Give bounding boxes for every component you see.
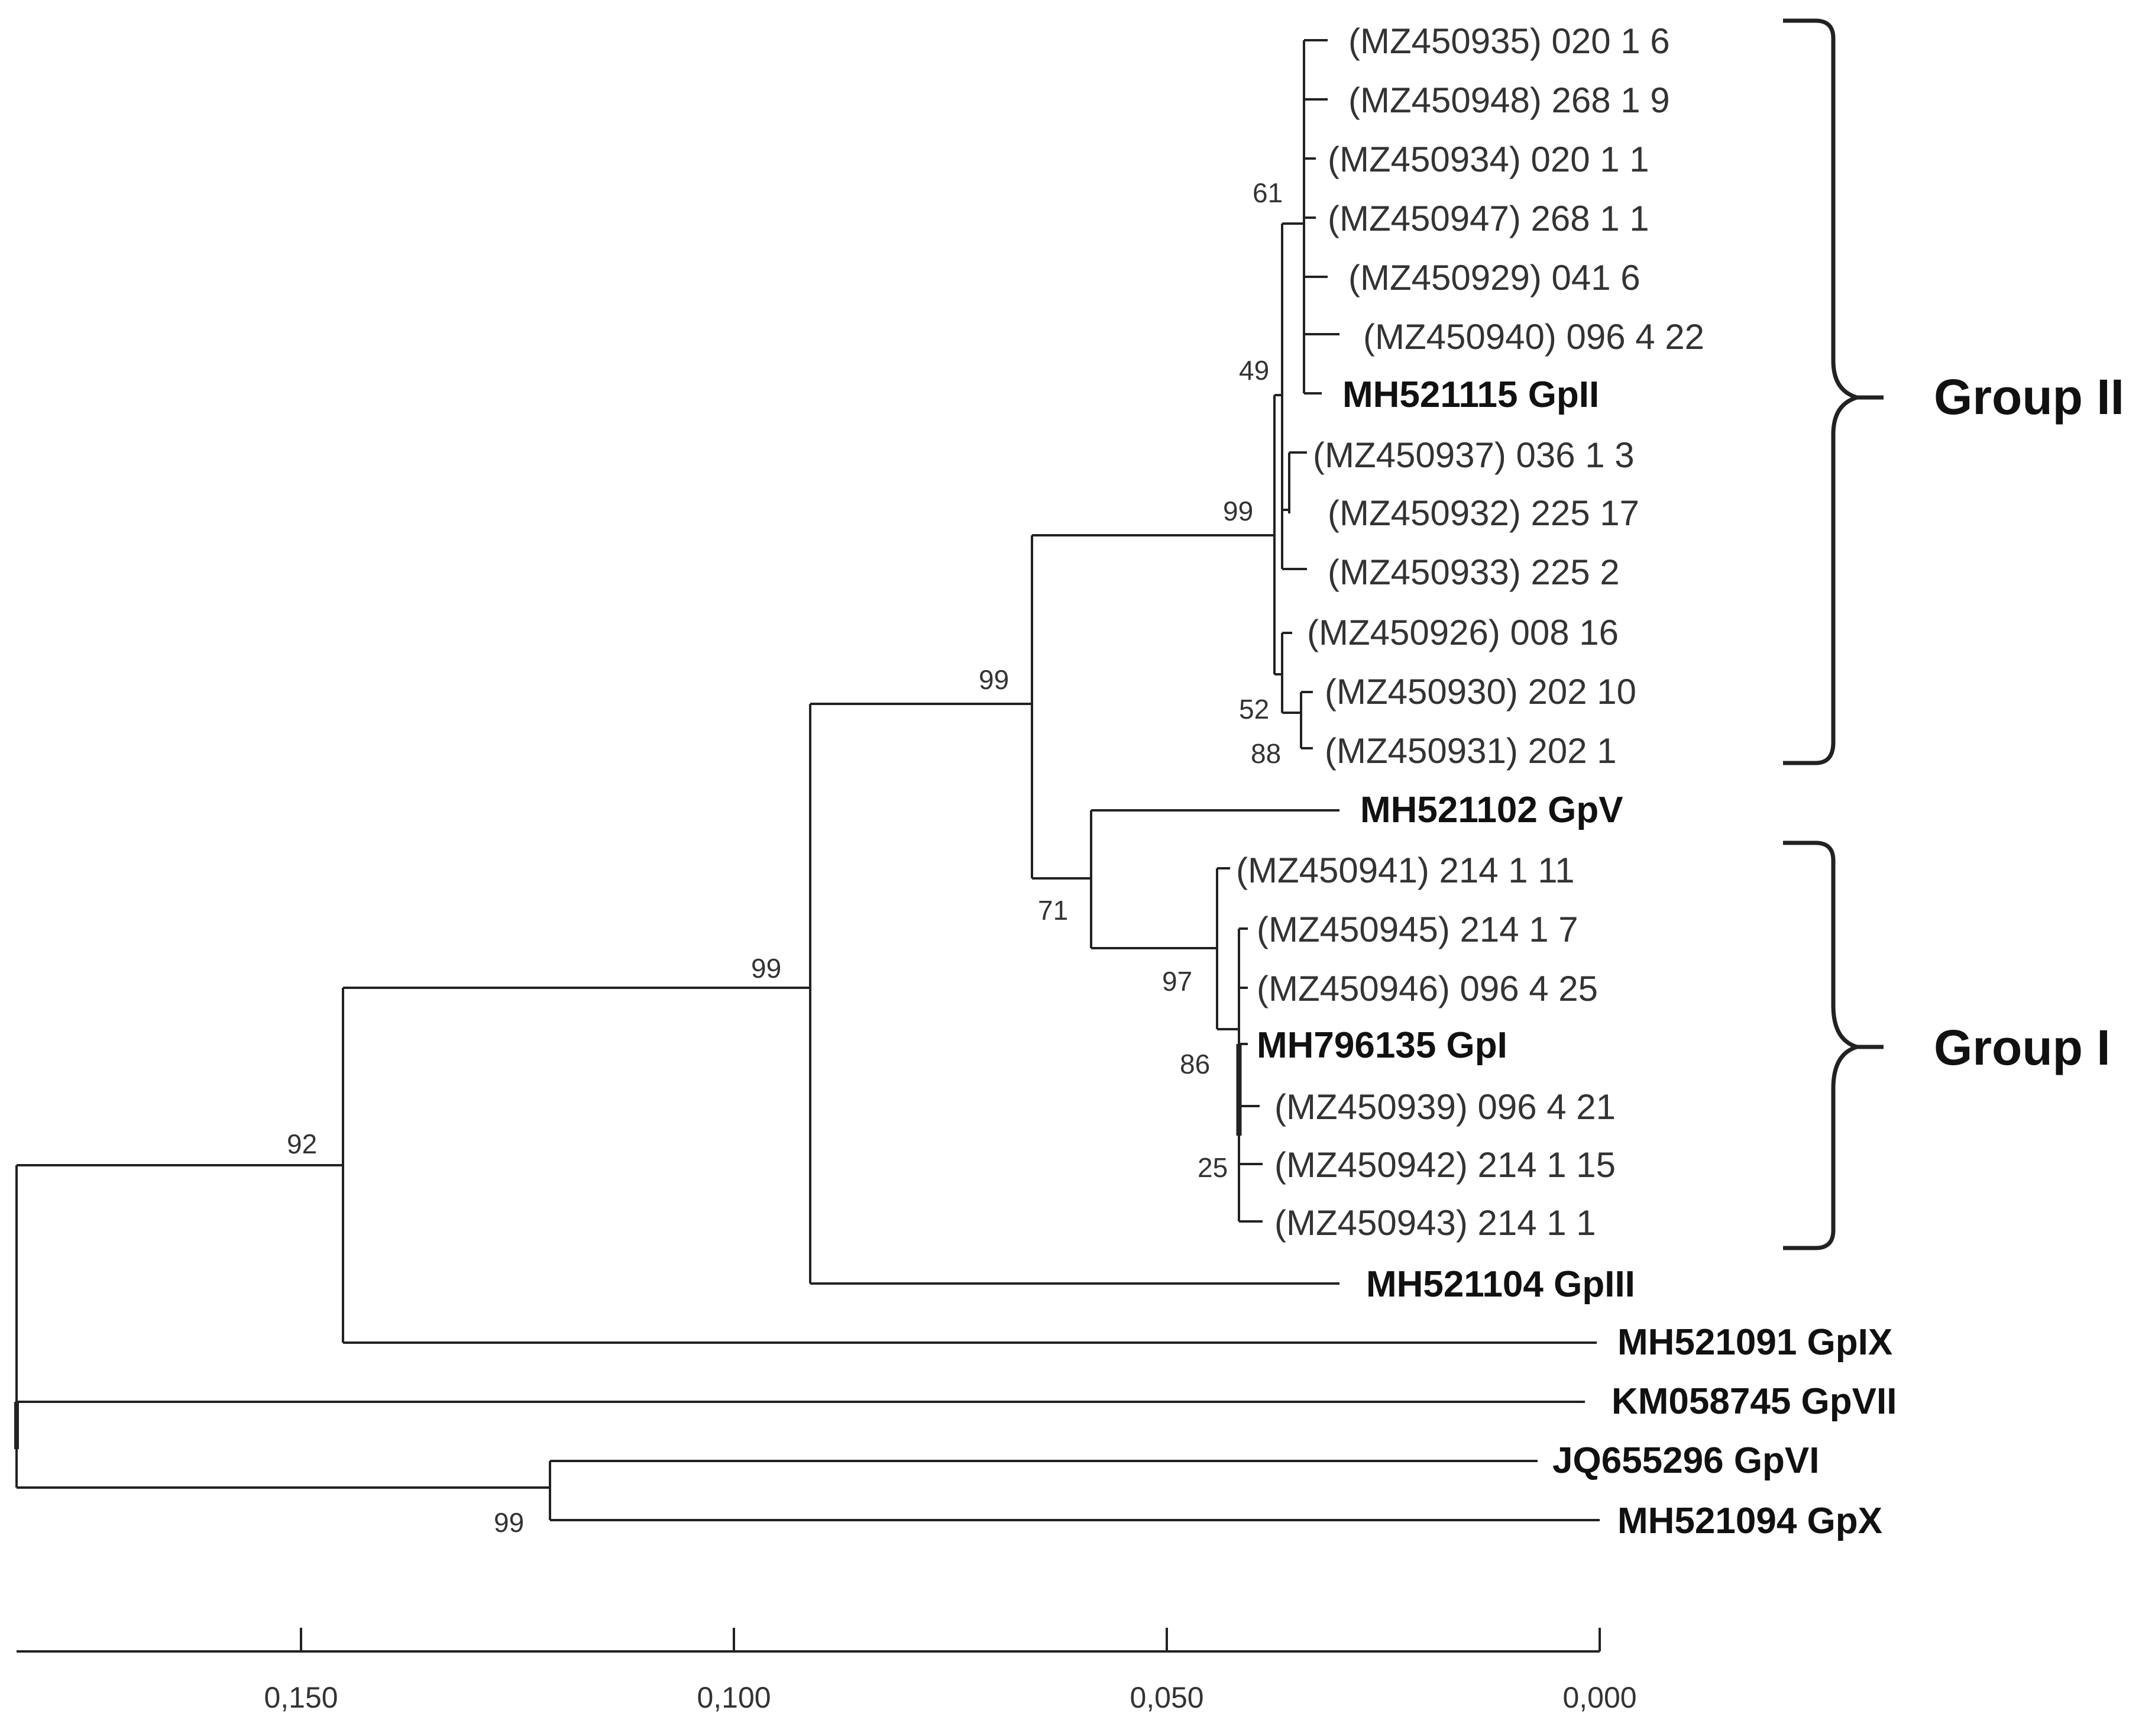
tip-label: (MZ450945) 214 1 7 <box>1257 910 1578 949</box>
bootstrap-value: 97 <box>1162 966 1192 997</box>
bootstrap-value: 49 <box>1239 355 1269 386</box>
tip-label: (MZ450940) 096 4 22 <box>1363 317 1704 357</box>
bootstrap-value: 88 <box>1251 738 1281 769</box>
group-label: Group II <box>1934 369 2124 425</box>
tip-label: (MZ450946) 096 4 25 <box>1257 969 1598 1008</box>
bootstrap-values: 61 49 99 52 88 99 71 97 86 25 99 92 99 <box>287 177 1283 1538</box>
tip-label-reference: JQ655296 GpVI <box>1552 1440 1820 1481</box>
tip-label: (MZ450937) 036 1 3 <box>1313 435 1635 475</box>
tip-label: (MZ450934) 020 1 1 <box>1328 140 1649 179</box>
tip-label: (MZ450943) 214 1 1 <box>1274 1203 1596 1243</box>
tip-label: (MZ450939) 096 4 21 <box>1274 1087 1616 1127</box>
tip-label-reference: MH521115 GpII <box>1342 374 1599 415</box>
group-i-annotation: Group I <box>1783 840 2111 1250</box>
group-bracket <box>1783 18 1865 765</box>
group-label: Group I <box>1934 1020 2111 1075</box>
tip-label-reference: MH521094 GpX <box>1617 1501 1882 1541</box>
tip-label: (MZ450947) 268 1 1 <box>1328 199 1649 238</box>
bootstrap-value: 99 <box>1223 496 1253 526</box>
tip-label-reference: MH796135 GpI <box>1257 1025 1507 1066</box>
tree-branches <box>14 39 1600 1521</box>
tip-label: (MZ450929) 041 6 <box>1348 258 1640 298</box>
tip-label: (MZ450926) 008 16 <box>1307 613 1619 652</box>
scale-tick-label: 0,000 <box>1562 1681 1636 1714</box>
scale-tick-label: 0,150 <box>264 1681 338 1714</box>
bootstrap-value: 71 <box>1038 895 1068 926</box>
tip-label: (MZ450941) 214 1 11 <box>1236 851 1575 890</box>
bootstrap-value: 86 <box>1180 1049 1210 1079</box>
bootstrap-value: 25 <box>1198 1152 1228 1183</box>
tip-label-reference: MH521091 GpIX <box>1617 1322 1892 1363</box>
tip-label: (MZ450935) 020 1 6 <box>1348 21 1670 61</box>
bootstrap-value: 99 <box>979 664 1009 695</box>
tip-label-reference: MH521104 GpIII <box>1366 1264 1635 1305</box>
scale-tick-label: 0,100 <box>697 1681 771 1714</box>
tip-label: (MZ450948) 268 1 9 <box>1348 80 1670 120</box>
group-bracket <box>1783 840 1865 1250</box>
divergence-scale-axis: 0,150 0,100 0,050 0,000 <box>17 1628 1637 1714</box>
tip-label-reference: MH521102 GpV <box>1360 790 1623 830</box>
tip-label-reference: KM058745 GpVII <box>1612 1381 1897 1422</box>
bootstrap-value: 61 <box>1253 177 1283 208</box>
bootstrap-value: 92 <box>287 1129 317 1159</box>
tip-label: (MZ450933) 225 2 <box>1328 552 1620 592</box>
tip-label: (MZ450942) 214 1 15 <box>1274 1145 1616 1185</box>
group-ii-annotation: Group II <box>1783 18 2124 765</box>
tip-label: (MZ450931) 202 1 <box>1325 731 1617 771</box>
tip-label: (MZ450930) 202 10 <box>1325 672 1636 712</box>
bootstrap-value: 52 <box>1239 694 1269 725</box>
bootstrap-value: 99 <box>494 1507 524 1538</box>
tip-labels: (MZ450935) 020 1 6 (MZ450948) 268 1 9 (M… <box>1236 21 1897 1541</box>
tip-label: (MZ450932) 225 17 <box>1328 493 1639 533</box>
scale-tick-label: 0,050 <box>1130 1681 1203 1714</box>
bootstrap-value: 99 <box>751 953 781 984</box>
